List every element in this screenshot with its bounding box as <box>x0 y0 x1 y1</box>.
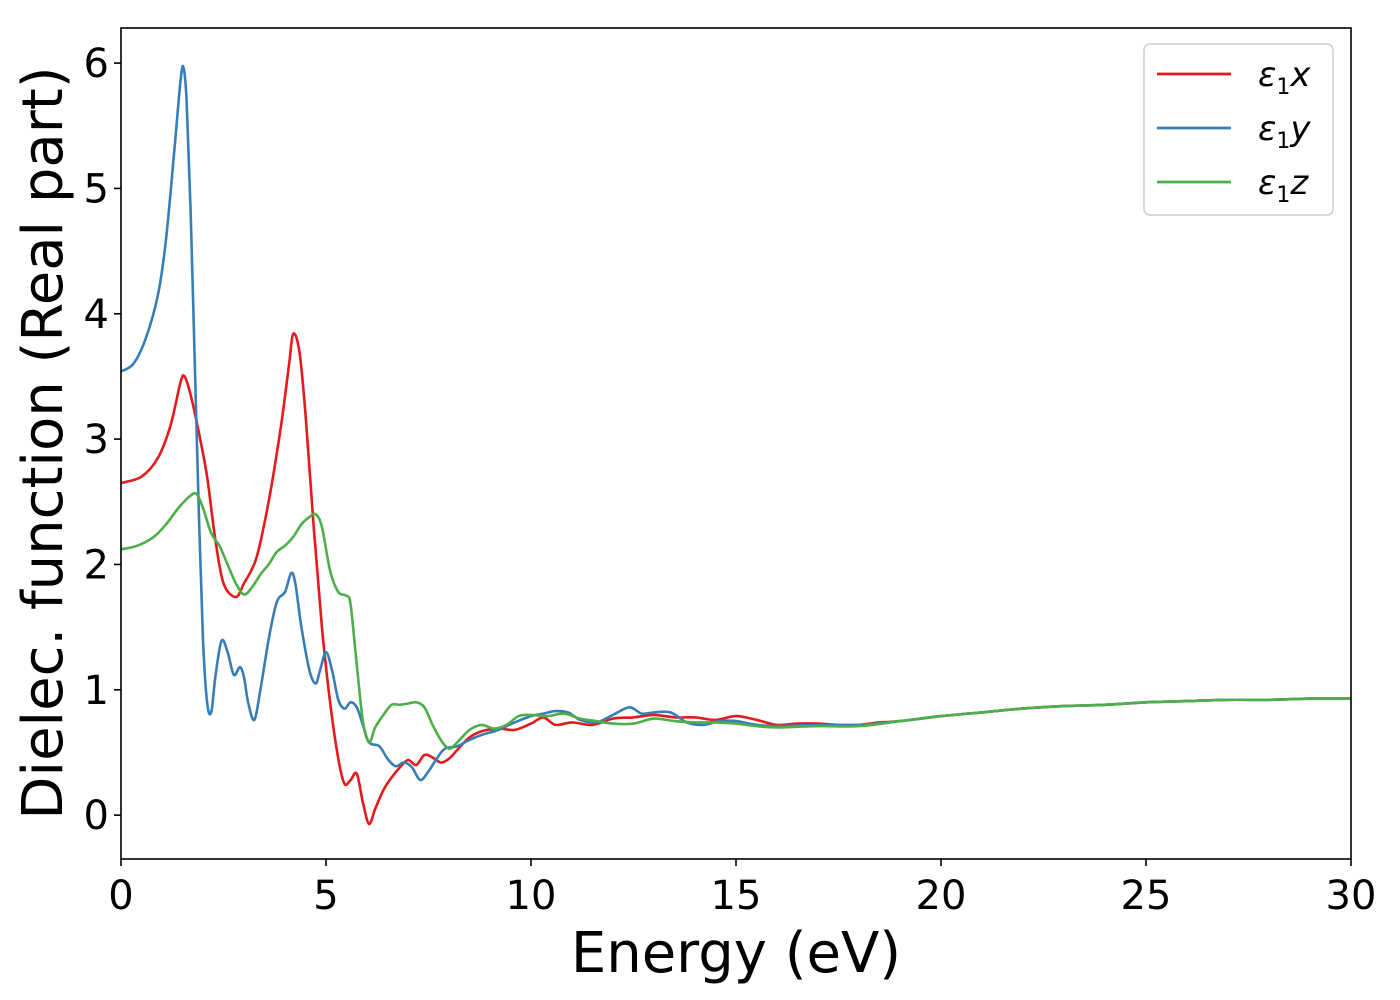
y-tick-label: 4 <box>84 292 109 338</box>
series-line-x <box>120 332 1352 826</box>
y-axis-title: Dielec. function (Real part) <box>11 66 76 819</box>
y-tick-label: 0 <box>84 793 109 839</box>
y-axis: 0 1 2 3 4 5 6 <box>84 41 121 839</box>
x-tick-label: 30 <box>1326 873 1377 919</box>
x-tick-label: 5 <box>313 873 338 919</box>
y-tick-label: 3 <box>84 417 109 463</box>
y-tick-label: 2 <box>84 542 109 588</box>
plot-lines <box>120 64 1352 826</box>
x-tick-label: 15 <box>711 873 762 919</box>
x-tick-label: 25 <box>1121 873 1172 919</box>
y-tick-label: 5 <box>84 166 109 212</box>
x-tick-label: 10 <box>506 873 557 919</box>
series-line-z <box>120 491 1352 751</box>
x-axis: 0 5 10 15 20 25 30 <box>108 859 1376 919</box>
x-axis-title: Energy (eV) <box>571 921 901 986</box>
x-tick-label: 0 <box>108 873 133 919</box>
y-tick-label: 1 <box>84 668 109 714</box>
legend-box <box>1143 43 1334 216</box>
x-tick-label: 20 <box>916 873 967 919</box>
y-tick-label: 6 <box>84 41 109 87</box>
